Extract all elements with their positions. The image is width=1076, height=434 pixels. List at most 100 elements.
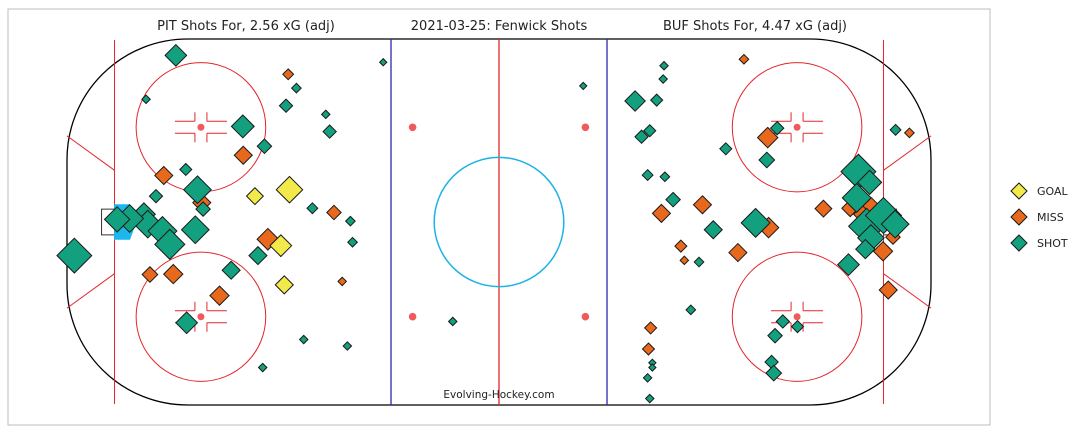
miss-point-5 <box>326 204 342 221</box>
shot-point-59 <box>775 314 791 329</box>
shot-point-56 <box>836 253 860 277</box>
legend: GOAL MISS SHOT <box>1010 182 1069 252</box>
miss-point-2 <box>233 145 253 165</box>
shot-point-65 <box>648 363 657 372</box>
title-center: 2021-03-25: Fenwick Shots <box>411 19 588 34</box>
legend-label-shot: SHOT <box>1037 237 1068 250</box>
miss-point-15 <box>651 203 672 224</box>
miss-point-26 <box>878 280 898 300</box>
trapezoid-line-2 <box>66 273 115 309</box>
goal-point-4 <box>274 275 295 295</box>
shot-point-34 <box>658 74 669 84</box>
miss-point-14 <box>692 195 713 215</box>
chart-frame <box>7 8 991 426</box>
shot-point-4 <box>320 109 331 120</box>
legend-label-goal: GOAL <box>1037 185 1069 198</box>
shot-point-43 <box>659 171 671 183</box>
shot-point-3 <box>278 98 294 114</box>
faceoff-circle-3 <box>731 62 863 193</box>
legend-marker-shot <box>1010 234 1028 252</box>
shot-point-30 <box>378 57 388 67</box>
shot-point-20 <box>221 260 241 280</box>
net-left <box>101 208 115 236</box>
title-right: BUF Shots For, 4.47 xG (adj) <box>663 19 847 34</box>
shot-point-49 <box>856 169 883 196</box>
legend-label-miss: MISS <box>1037 211 1064 224</box>
shot-point-22 <box>306 202 319 215</box>
miss-point-6 <box>256 227 280 251</box>
miss-point-7 <box>141 266 159 284</box>
shot-point-15 <box>103 206 131 233</box>
miss-point-22 <box>674 239 688 253</box>
center-faceoff-circle <box>433 156 565 288</box>
miss-point-11 <box>738 53 750 65</box>
goal-point-1 <box>275 175 304 204</box>
shot-point-35 <box>624 90 646 112</box>
trapezoid-line-4 <box>883 273 932 309</box>
miss-point-28 <box>641 342 656 356</box>
shot-point-17 <box>154 228 186 261</box>
shot-point-63 <box>765 364 783 382</box>
neutral-dot-4 <box>581 312 590 321</box>
shot-point-36 <box>649 93 664 107</box>
shot-point-62 <box>764 354 779 370</box>
miss-point-23 <box>728 242 748 263</box>
legend-marker-goal <box>1010 182 1028 200</box>
shot-point-29 <box>342 341 353 351</box>
shot-point-41 <box>758 151 776 169</box>
miss-point-1 <box>282 68 295 81</box>
goal-point-3 <box>269 234 293 258</box>
faceoff-dot-1 <box>197 123 205 131</box>
shot-point-38 <box>634 129 649 145</box>
shot-point-7 <box>230 114 255 139</box>
trapezoid-line-1 <box>66 135 115 171</box>
shot-point-47 <box>889 123 902 136</box>
neutral-dot-1 <box>408 123 417 132</box>
neutral-dot-2 <box>408 312 417 321</box>
shot-point-44 <box>665 191 682 208</box>
shot-point-55 <box>855 238 876 260</box>
faceoff-circle-2 <box>135 251 267 382</box>
goal-point-2 <box>245 187 265 206</box>
faceoff-circle-4 <box>731 251 863 382</box>
faceoff-dot-2 <box>197 313 205 321</box>
shot-point-37 <box>643 124 657 138</box>
title-left: PIT Shots For, 2.56 xG (adj) <box>157 19 335 34</box>
shot-point-32 <box>578 81 588 91</box>
miss-point-27 <box>643 321 658 335</box>
shot-point-45 <box>740 207 771 238</box>
shot-point-27 <box>257 362 268 373</box>
shot-point-31 <box>447 316 458 327</box>
shot-point-66 <box>642 372 653 383</box>
credit-text: Evolving-Hockey.com <box>443 389 554 401</box>
miss-point-16 <box>814 199 833 218</box>
faceoff-dot-4 <box>793 313 801 321</box>
shot-point-24 <box>347 236 359 248</box>
shot-point-61 <box>767 327 783 344</box>
shot-point-58 <box>685 304 697 316</box>
shot-point-1 <box>164 43 188 67</box>
shot-point-8 <box>256 138 273 155</box>
shot-point-6 <box>141 94 151 105</box>
miss-point-10 <box>337 276 348 287</box>
miss-point-24 <box>872 240 894 262</box>
miss-point-13 <box>903 127 915 139</box>
miss-point-8 <box>162 263 184 285</box>
shot-point-39 <box>719 142 733 156</box>
shot-point-50 <box>841 182 872 213</box>
miss-point-3 <box>154 165 174 186</box>
shot-point-57 <box>693 256 705 268</box>
shot-point-46 <box>703 220 723 240</box>
shot-point-10 <box>182 175 212 205</box>
shot-point-28 <box>298 334 309 345</box>
shot-point-60 <box>790 319 805 334</box>
shot-points <box>56 43 915 404</box>
shot-point-9 <box>179 162 193 177</box>
neutral-dot-3 <box>581 123 590 132</box>
shot-point-5 <box>322 124 337 139</box>
shot-point-67 <box>644 393 655 404</box>
shot-point-23 <box>344 215 356 227</box>
shot-point-2 <box>290 82 302 94</box>
shot-point-53 <box>880 209 910 239</box>
